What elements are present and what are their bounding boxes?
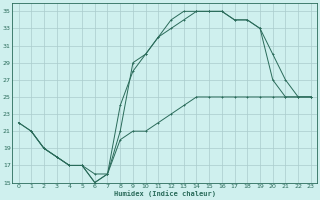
X-axis label: Humidex (Indice chaleur): Humidex (Indice chaleur) [114,190,216,197]
